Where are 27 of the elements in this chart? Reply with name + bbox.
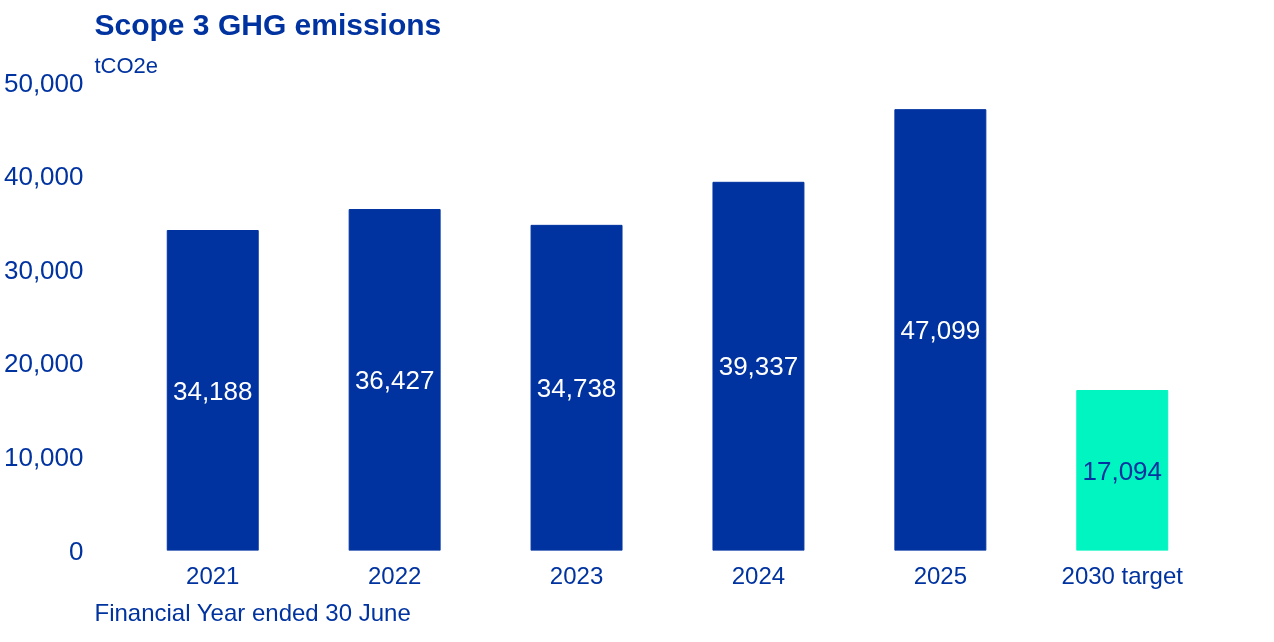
bar — [166, 230, 259, 551]
y-tick-label: 30,000 — [3, 254, 84, 285]
x-axis-title: Financial Year ended 30 June — [94, 598, 411, 626]
bar — [712, 181, 805, 551]
data-label: 34,188 — [172, 375, 253, 406]
data-label: 39,337 — [718, 351, 799, 382]
x-tick-label: 2023 — [549, 561, 604, 589]
bar — [530, 224, 623, 551]
bar — [894, 109, 987, 551]
x-tick-label: 2022 — [367, 561, 422, 589]
x-tick-label: 2030 target — [1061, 561, 1184, 589]
x-tick-label: 2025 — [913, 561, 968, 589]
bar — [1076, 390, 1169, 551]
y-tick-label: 40,000 — [3, 161, 84, 192]
data-label: 17,094 — [1082, 455, 1163, 486]
x-tick-label: 2021 — [186, 561, 240, 589]
data-label: 36,427 — [354, 365, 435, 396]
y-tick-label: 50,000 — [3, 67, 84, 98]
y-axis-title: tCO2e — [94, 52, 159, 78]
y-tick-label: 10,000 — [3, 441, 84, 472]
bar — [348, 209, 441, 551]
y-tick-label: 20,000 — [3, 348, 84, 379]
x-tick-label: 2024 — [731, 561, 786, 589]
chart-title: Scope 3 GHG emissions — [94, 7, 442, 41]
data-label: 47,099 — [900, 315, 981, 346]
y-tick-label: 0 — [69, 535, 84, 566]
data-label: 34,738 — [536, 372, 617, 403]
